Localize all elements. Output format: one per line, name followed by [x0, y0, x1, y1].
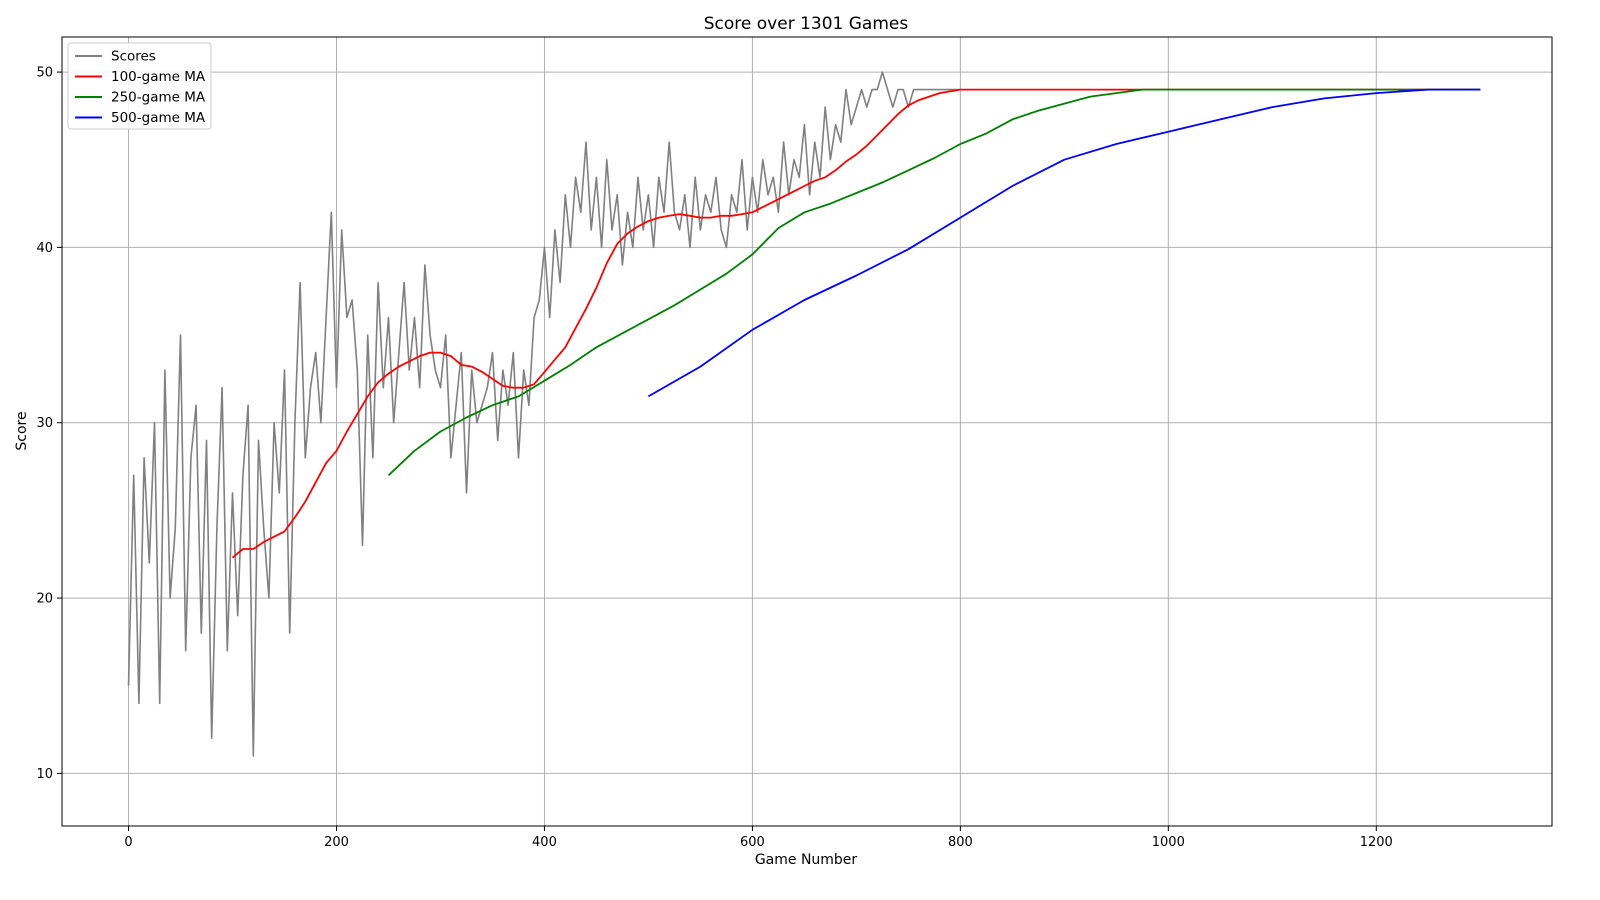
chart-title: Score over 1301 Games	[704, 14, 909, 34]
x-tick-label: 200	[324, 835, 349, 850]
y-tick-label: 30	[36, 416, 53, 431]
x-tick-label: 1000	[1152, 835, 1185, 850]
plot-frame	[61, 36, 1553, 827]
series-line-500-game-ma	[647, 88, 1481, 398]
legend-label: Scores	[111, 49, 156, 65]
x-axis: 0 200 400 600 800 1000 1200	[124, 826, 1393, 850]
x-axis-label: Game Number	[755, 852, 858, 868]
grid-lines	[62, 37, 1552, 826]
x-tick-label: 400	[532, 835, 557, 850]
legend: Scores 100-game MA 250-game MA 500-game MA	[67, 42, 212, 130]
y-tick-label: 10	[36, 767, 53, 782]
legend-label: 500-game MA	[111, 110, 206, 126]
y-axis-label: Score	[14, 411, 30, 450]
x-tick-label: 1200	[1360, 835, 1393, 850]
y-axis: 10 20 30 40 50	[36, 66, 62, 782]
y-tick-label: 50	[36, 66, 53, 81]
series-line-100-game-ma	[231, 88, 1481, 559]
y-tick-label: 40	[36, 241, 53, 256]
series-line-scores	[127, 71, 961, 757]
y-tick-label: 20	[36, 592, 53, 607]
x-tick-label: 600	[740, 835, 765, 850]
legend-box	[67, 42, 212, 130]
legend-label: 100-game MA	[111, 69, 206, 85]
series-layer	[127, 71, 1481, 757]
x-tick-label: 0	[124, 835, 132, 850]
series-line-250-game-ma	[387, 88, 1481, 476]
legend-label: 250-game MA	[111, 90, 206, 106]
x-tick-label: 800	[948, 835, 973, 850]
